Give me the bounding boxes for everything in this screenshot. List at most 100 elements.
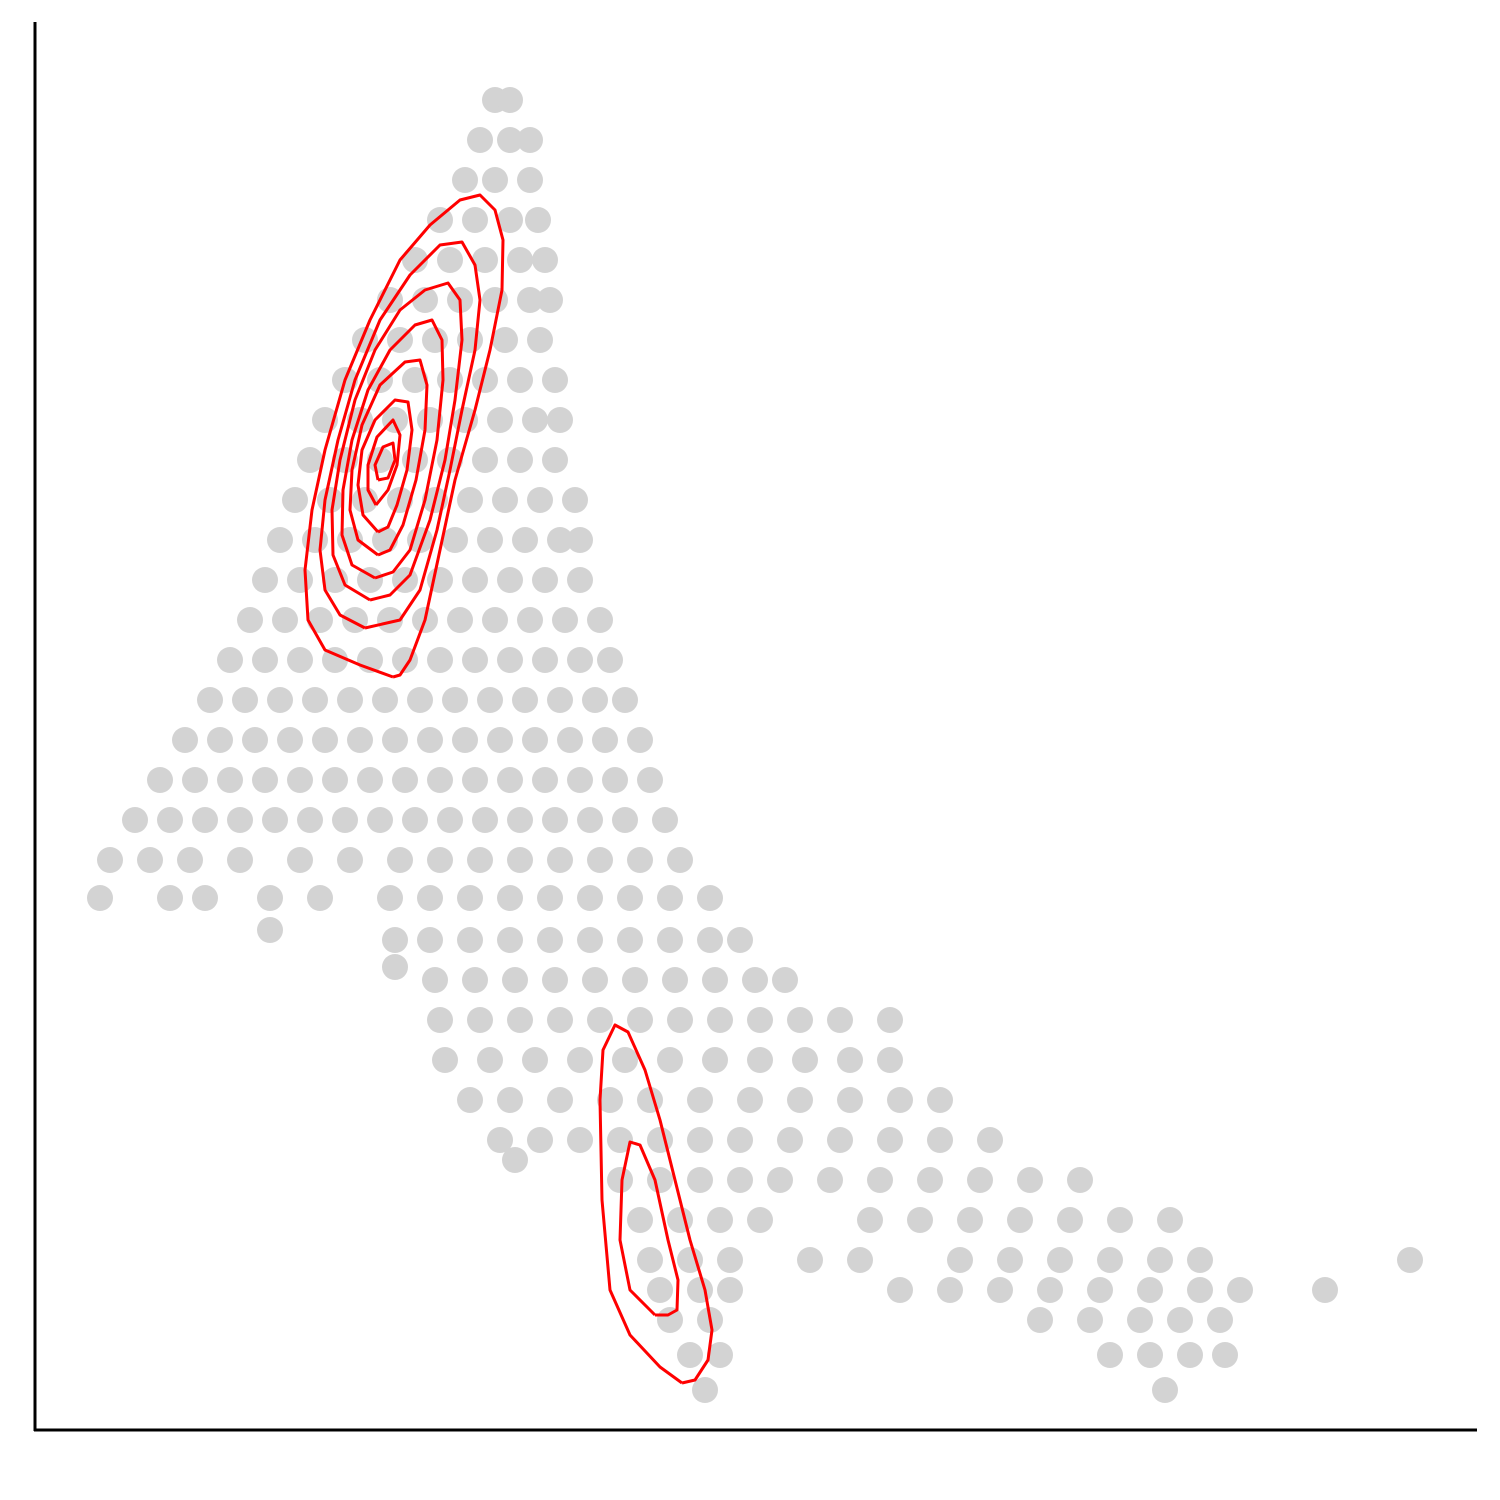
scatter-point (567, 767, 593, 793)
scatter-point (542, 367, 568, 393)
scatter-point (547, 1007, 573, 1033)
scatter-point (547, 847, 573, 873)
scatter-point (427, 207, 453, 233)
scatter-point (687, 1277, 713, 1303)
scatter-point (857, 1207, 883, 1233)
density-contour (340, 318, 445, 580)
scatter-point (587, 607, 613, 633)
scatter-point (727, 927, 753, 953)
scatter-point (382, 727, 408, 753)
scatter-point (407, 687, 433, 713)
scatter-point (557, 727, 583, 753)
scatter-point (372, 687, 398, 713)
scatter-point (417, 407, 443, 433)
scatter-point (627, 1207, 653, 1233)
scatter-point (507, 447, 533, 473)
scatter-point (1037, 1277, 1063, 1303)
scatter-point (567, 527, 593, 553)
scatter-point (497, 127, 523, 153)
scatter-point (527, 487, 553, 513)
scatter-point (547, 687, 573, 713)
scatter-point (532, 647, 558, 673)
scatter-point (517, 607, 543, 633)
scatter-point (927, 1087, 953, 1113)
scatter-point (417, 885, 443, 911)
scatter-point (542, 807, 568, 833)
scatter-point (367, 807, 393, 833)
scatter-point (502, 967, 528, 993)
scatter-point (877, 1047, 903, 1073)
scatter-point (242, 727, 268, 753)
scatter-point (527, 1127, 553, 1153)
density-contour (303, 193, 505, 679)
scatter-point (257, 917, 283, 943)
scatter-point (547, 527, 573, 553)
scatter-point (1087, 1277, 1113, 1303)
scatter-point (577, 807, 603, 833)
scatter-point (1207, 1307, 1233, 1333)
scatter-point (847, 1247, 873, 1273)
scatter-point (307, 885, 333, 911)
scatter-point (442, 687, 468, 713)
scatter-point (617, 927, 643, 953)
scatter-point (302, 527, 328, 553)
scatter-point (657, 927, 683, 953)
scatter-point (1152, 1377, 1178, 1403)
scatter-point (717, 1277, 743, 1303)
scatter-point (667, 1207, 693, 1233)
scatter-point (627, 727, 653, 753)
scatter-point (697, 885, 723, 911)
scatter-point (597, 1087, 623, 1113)
scatter-point (382, 954, 408, 980)
scatter-point (527, 327, 553, 353)
scatter-point (452, 727, 478, 753)
scatter-point (482, 287, 508, 313)
density-contour (318, 240, 482, 630)
scatter-point (337, 687, 363, 713)
scatter-point (332, 807, 358, 833)
scatter-point (647, 1127, 673, 1153)
scatter-point (217, 647, 243, 673)
scatter-point (462, 207, 488, 233)
scatter-point (177, 847, 203, 873)
scatter-point (612, 807, 638, 833)
scatter-point (582, 967, 608, 993)
scatter-point (287, 847, 313, 873)
scatter-point (787, 1007, 813, 1033)
scatter-point (737, 1087, 763, 1113)
scatter-point (657, 1047, 683, 1073)
scatter-point (472, 247, 498, 273)
scatter-point (192, 807, 218, 833)
scatter-point (322, 767, 348, 793)
scatter-point (392, 767, 418, 793)
scatter-point (567, 647, 593, 673)
scatter-point (477, 527, 503, 553)
scatter-point (1067, 1167, 1093, 1193)
scatter-point (147, 767, 173, 793)
scatter-point (827, 1007, 853, 1033)
density-contour (618, 1140, 680, 1317)
scatter-point (157, 885, 183, 911)
scatter-point (387, 487, 413, 513)
scatter-point (587, 1007, 613, 1033)
scatter-point (927, 1127, 953, 1153)
scatter-point (627, 1007, 653, 1033)
scatter-point (1177, 1342, 1203, 1368)
scatter-point (532, 247, 558, 273)
scatter-point (487, 727, 513, 753)
scatter-point (497, 207, 523, 233)
scatter-point (587, 847, 613, 873)
scatter-point (917, 1167, 943, 1193)
scatter-point (467, 847, 493, 873)
scatter-point (1167, 1307, 1193, 1333)
scatter-point (307, 607, 333, 633)
scatter-point (262, 807, 288, 833)
scatter-point (667, 847, 693, 873)
density-contour (366, 418, 402, 506)
scatter-point (377, 885, 403, 911)
scatter-point (887, 1277, 913, 1303)
scatter-point (607, 1127, 633, 1153)
scatter-point (692, 1377, 718, 1403)
scatter-point (1137, 1342, 1163, 1368)
scatter-point (497, 927, 523, 953)
